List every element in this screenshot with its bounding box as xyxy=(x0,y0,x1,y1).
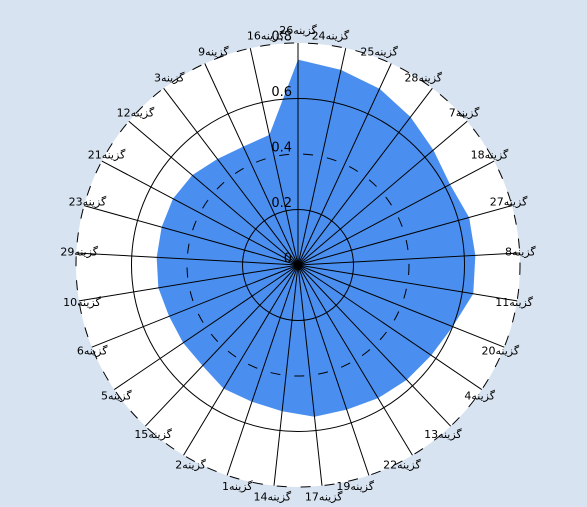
spoke xyxy=(183,264,299,456)
category-label: گزینه10 xyxy=(63,296,101,309)
y-tick-label: 0.6 xyxy=(271,85,292,100)
category-label: گزینه8 xyxy=(505,245,536,258)
category-label: گزینه16 xyxy=(247,29,285,42)
category-label: گزینه17 xyxy=(305,491,343,504)
spoke xyxy=(78,264,299,302)
category-label: گزینه18 xyxy=(471,148,509,161)
spoke xyxy=(297,63,392,266)
spoke xyxy=(113,264,299,390)
spoke xyxy=(204,63,299,266)
y-tick-label: 0.8 xyxy=(271,30,292,45)
spoke xyxy=(297,160,495,266)
category-label: گزینه4 xyxy=(464,389,495,402)
spoke xyxy=(297,264,323,486)
y-tick-label: 0.2 xyxy=(271,196,292,211)
category-label: گزینه14 xyxy=(253,491,291,504)
grid-ring xyxy=(75,42,521,488)
spoke xyxy=(297,264,370,476)
spoke xyxy=(297,120,468,266)
category-label: گزینه7 xyxy=(449,107,480,120)
category-label: گزینه5 xyxy=(101,389,132,402)
category-label: گزینه12 xyxy=(117,107,155,120)
category-label: گزینه21 xyxy=(88,148,126,161)
radar-area xyxy=(156,59,476,417)
spoke xyxy=(101,160,299,266)
spoke xyxy=(297,264,505,348)
category-label: گزینه2 xyxy=(175,459,206,472)
spoke xyxy=(128,120,299,266)
y-tick-label: 0 xyxy=(284,252,292,267)
spoke xyxy=(297,264,452,427)
spoke xyxy=(273,264,299,486)
spoke xyxy=(297,205,513,266)
spoke xyxy=(297,87,433,266)
category-label: گزینه19 xyxy=(336,480,374,493)
spoke xyxy=(76,252,299,266)
category-label: گزینه9 xyxy=(198,46,229,59)
spoke xyxy=(297,264,483,390)
spoke xyxy=(144,264,299,427)
spoke xyxy=(226,264,299,476)
category-label: گزینه27 xyxy=(490,195,528,208)
category-label: گزینه22 xyxy=(383,459,421,472)
spoke xyxy=(83,205,299,266)
category-label: گزینه24 xyxy=(312,29,350,42)
y-tick-label: 0.4 xyxy=(271,141,292,156)
spoke xyxy=(297,48,347,266)
category-label: گزینه6 xyxy=(77,345,108,358)
category-label: گزینه11 xyxy=(495,296,533,309)
category-label: گزینه29 xyxy=(60,245,98,258)
spoke xyxy=(163,87,299,266)
category-label: گزینه13 xyxy=(424,428,462,441)
spoke xyxy=(297,264,518,302)
spoke xyxy=(297,252,520,266)
spoke xyxy=(91,264,299,348)
category-label: گزینه20 xyxy=(482,345,520,358)
category-label: گزینه1 xyxy=(222,480,253,493)
spoke xyxy=(249,48,299,266)
category-label: گزینه3 xyxy=(154,72,185,85)
category-label: گزینه25 xyxy=(360,46,398,59)
grid-ring xyxy=(186,153,410,377)
category-label: گزینه15 xyxy=(134,428,172,441)
spoke xyxy=(297,264,413,456)
category-label: گزینه28 xyxy=(404,72,442,85)
category-label: گزینه26 xyxy=(279,24,317,37)
category-label: گزینه23 xyxy=(69,195,107,208)
